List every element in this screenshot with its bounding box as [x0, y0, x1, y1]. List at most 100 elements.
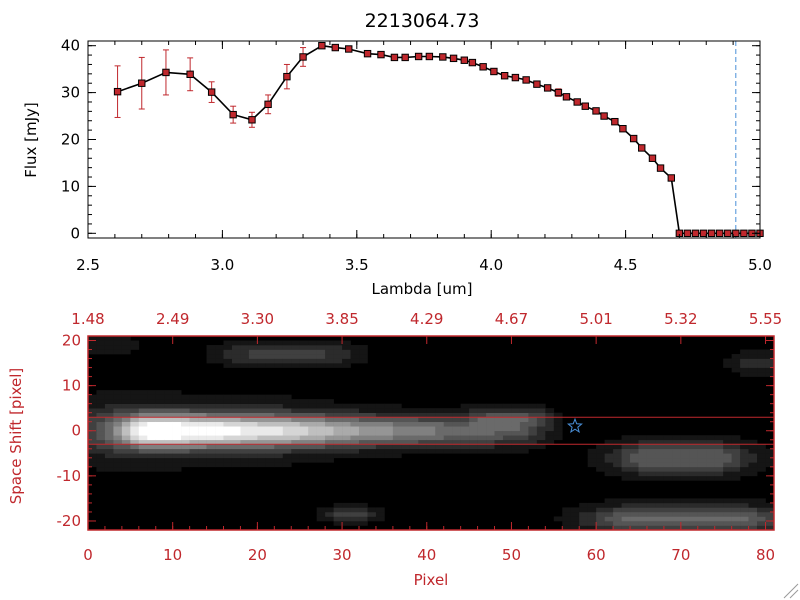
image-pixel — [571, 512, 580, 517]
image-pixel — [444, 449, 453, 454]
image-pixel — [596, 453, 605, 458]
data-point — [601, 113, 607, 119]
image-pixel — [257, 453, 266, 458]
image-pixel — [308, 435, 317, 440]
image-pixel — [410, 435, 419, 440]
data-point — [402, 54, 408, 60]
image-pixel — [613, 458, 622, 463]
image-pixel — [122, 404, 131, 409]
image-pixel — [520, 422, 529, 427]
image-pixel — [164, 449, 173, 454]
image-pixel — [706, 512, 715, 517]
image-pixel — [605, 521, 614, 526]
image-pixel — [757, 516, 766, 521]
image-pixel — [528, 404, 537, 409]
image-pixel — [359, 521, 368, 526]
image-pixel — [266, 341, 275, 346]
x-tick-label: 3.0 — [210, 256, 234, 274]
image-pixel — [520, 408, 529, 413]
image-pixel — [266, 350, 275, 355]
image-pixel — [207, 417, 216, 422]
image-pixel — [96, 444, 105, 449]
image-pixel — [723, 363, 732, 368]
image-pixel — [757, 521, 766, 526]
image-pixel — [130, 408, 139, 413]
image-pixel — [215, 426, 224, 431]
image-pixel — [376, 426, 385, 431]
image-pixel — [317, 345, 326, 350]
image-pixel — [164, 467, 173, 472]
image-pixel — [359, 503, 368, 508]
image-pixel — [291, 453, 300, 458]
image-pixel — [215, 422, 224, 427]
image-pixel — [622, 503, 631, 508]
image-pixel — [181, 453, 190, 458]
image-pixel — [393, 449, 402, 454]
image-pixel — [240, 359, 249, 364]
image-pixel — [300, 444, 309, 449]
image-pixel — [638, 462, 647, 467]
image-pixel — [715, 435, 724, 440]
image-pixel — [334, 503, 343, 508]
image-pixel — [528, 426, 537, 431]
image-pixel — [681, 512, 690, 517]
image-pixel — [317, 399, 326, 404]
image-pixel — [130, 426, 139, 431]
image-pixel — [105, 435, 114, 440]
image-pixel — [130, 449, 139, 454]
image-pixel — [715, 449, 724, 454]
image-pixel — [325, 363, 334, 368]
image-pixel — [655, 435, 664, 440]
image-pixel — [647, 435, 656, 440]
image-pixel — [749, 359, 758, 364]
spatial-x-label: Pixel — [414, 571, 449, 589]
image-pixel — [427, 426, 436, 431]
image-pixel — [257, 350, 266, 355]
image-pixel — [96, 435, 105, 440]
image-pixel — [207, 404, 216, 409]
image-pixel — [342, 453, 351, 458]
image-pixel — [486, 431, 495, 436]
image-pixel — [232, 363, 241, 368]
image-pixel — [689, 507, 698, 512]
image-pixel — [266, 404, 275, 409]
image-pixel — [613, 503, 622, 508]
image-pixel — [139, 399, 148, 404]
image-pixel — [139, 408, 148, 413]
resize-grip-icon[interactable] — [784, 584, 798, 598]
image-pixel — [164, 408, 173, 413]
image-pixel — [647, 512, 656, 517]
image-pixel — [715, 521, 724, 526]
image-pixel — [105, 467, 114, 472]
image-pixel — [173, 435, 182, 440]
image-pixel — [596, 458, 605, 463]
image-pixel — [325, 350, 334, 355]
image-pixel — [308, 404, 317, 409]
image-pixel — [274, 462, 283, 467]
image-pixel — [452, 408, 461, 413]
image-pixel — [181, 444, 190, 449]
image-pixel — [351, 426, 360, 431]
image-pixel — [638, 512, 647, 517]
image-pixel — [452, 422, 461, 427]
image-pixel — [240, 458, 249, 463]
data-point — [364, 50, 370, 56]
image-pixel — [207, 395, 216, 400]
image-pixel — [334, 363, 343, 368]
image-pixel — [232, 354, 241, 359]
image-pixel — [723, 498, 732, 503]
image-pixel — [232, 462, 241, 467]
image-pixel — [122, 426, 131, 431]
image-pixel — [427, 431, 436, 436]
data-point — [534, 81, 540, 87]
image-pixel — [545, 426, 554, 431]
image-pixel — [215, 345, 224, 350]
image-pixel — [232, 341, 241, 346]
data-point — [300, 54, 306, 60]
image-pixel — [359, 444, 368, 449]
image-pixel — [283, 422, 292, 427]
image-pixel — [198, 408, 207, 413]
image-pixel — [113, 395, 122, 400]
image-pixel — [596, 507, 605, 512]
image-pixel — [410, 426, 419, 431]
